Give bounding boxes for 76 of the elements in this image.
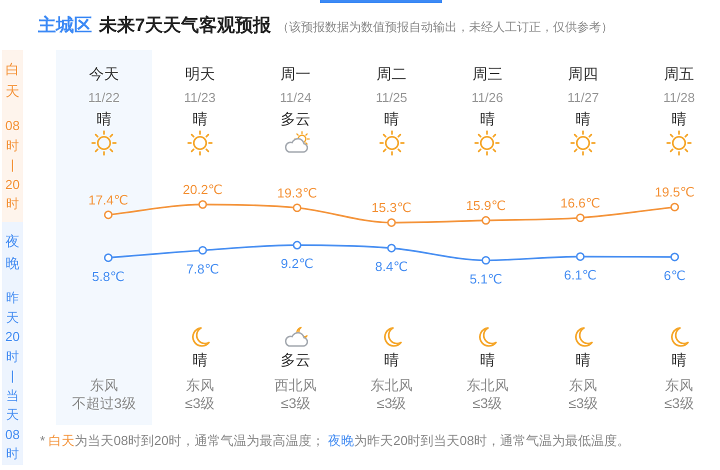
text: 11/27 xyxy=(567,88,599,106)
text: 晴 xyxy=(672,351,687,371)
text: 昨天20时|当天08时 xyxy=(5,290,20,461)
text: 晴 xyxy=(576,110,591,130)
point xyxy=(670,252,680,262)
text: 11/28 xyxy=(663,88,695,106)
point xyxy=(482,216,490,225)
x-tick-label: 明天 xyxy=(184,65,215,85)
text: 晴 xyxy=(384,351,399,371)
data-label: 19.3℃ xyxy=(277,185,318,200)
text: 11/22 xyxy=(88,88,120,106)
text: 晴 xyxy=(480,351,495,371)
text: 11/23 xyxy=(184,88,216,106)
data-label: 7.8℃ xyxy=(186,261,220,276)
data-label: 9.2℃ xyxy=(280,256,314,272)
point xyxy=(670,202,680,212)
chart-title: 主城区 未来7天天气客观预报 xyxy=(38,15,272,35)
data-label: 5.8℃ xyxy=(92,268,125,284)
data-label: 6℃ xyxy=(664,268,686,284)
x-tick-label: 周二 xyxy=(376,65,406,85)
text: 东北风 xyxy=(370,377,412,395)
point xyxy=(292,203,302,212)
data-label: 16.6℃ xyxy=(560,195,600,210)
data-label: 15.9℃ xyxy=(466,198,506,213)
text: 晴 xyxy=(672,110,687,130)
text: 11/25 xyxy=(376,88,408,106)
text: 东风 xyxy=(569,377,598,395)
point xyxy=(576,252,585,261)
x-tick-label: 周三 xyxy=(472,65,502,85)
x-tick-label: 今天 xyxy=(88,65,119,85)
point xyxy=(292,240,302,250)
point xyxy=(482,256,490,265)
data-label: 5.1℃ xyxy=(470,271,502,286)
point xyxy=(104,210,113,220)
text: 东风 xyxy=(186,377,214,395)
data-label: 8.4℃ xyxy=(375,259,408,274)
text: 不超过3级 xyxy=(72,394,136,412)
text: 晴 xyxy=(480,110,495,130)
text: 多云 xyxy=(280,351,311,371)
point xyxy=(104,253,113,262)
x-tick-label: 周四 xyxy=(568,65,598,85)
text: * 白天为当天08时到20时，通常气温为最高温度； 夜晚为昨天20时到当天08时，通常气温为最低温度。 xyxy=(40,433,630,448)
point xyxy=(387,218,396,227)
text: ≤3级 xyxy=(185,394,215,412)
text: ≤3级 xyxy=(568,394,598,412)
text: 11/26 xyxy=(472,88,504,106)
data-label: 17.4℃ xyxy=(88,192,128,208)
text: 晴 xyxy=(576,351,591,371)
data-label: 15.3℃ xyxy=(372,200,412,216)
text: ≤3级 xyxy=(376,394,406,412)
point xyxy=(198,200,208,209)
x-tick-label: 周五 xyxy=(664,65,694,85)
text: 11/24 xyxy=(280,88,312,106)
text: 晴 xyxy=(384,110,399,130)
text: 东风 xyxy=(665,377,694,395)
point xyxy=(576,213,585,222)
point xyxy=(387,244,396,252)
text: ≤3级 xyxy=(472,394,502,412)
text: 晴 xyxy=(192,110,208,130)
text: 多云 xyxy=(280,110,311,130)
text: 夜晚 xyxy=(4,232,20,273)
text: 08时|20时 xyxy=(4,117,21,213)
data-label: 6.1℃ xyxy=(564,268,597,283)
text: 东北风 xyxy=(466,377,508,395)
data-label: 19.5℃ xyxy=(654,184,695,200)
data-label: 20.2℃ xyxy=(182,182,223,198)
text: 晴 xyxy=(96,110,112,130)
text: ≤3级 xyxy=(280,394,310,412)
text: ≤3级 xyxy=(664,394,694,412)
x-tick-label: 周一 xyxy=(280,65,311,85)
text: 西北风 xyxy=(274,377,317,395)
text: 东风 xyxy=(90,377,118,395)
chart-subtitle: （该预报数据为数值预报自动输出，未经人工订正，仅供参考） xyxy=(277,20,614,34)
point xyxy=(198,246,208,255)
text: 晴 xyxy=(192,351,208,371)
text: 白天 xyxy=(4,60,20,101)
